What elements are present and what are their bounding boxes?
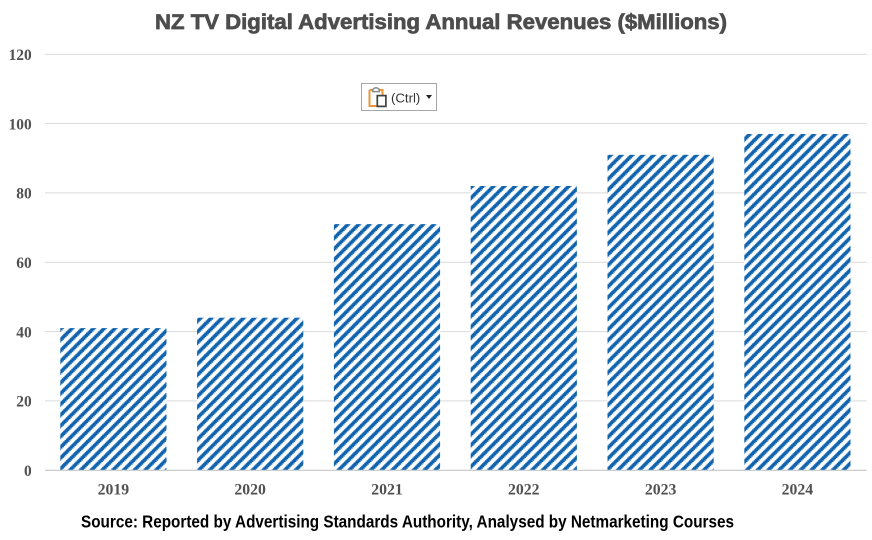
svg-text:40: 40 [16,324,32,341]
svg-text:80: 80 [16,186,32,203]
svg-text:20: 20 [16,394,32,411]
svg-text:Source: Reported by Advertisin: Source: Reported by Advertising Standard… [81,512,734,532]
svg-text:2024: 2024 [782,481,814,498]
svg-text:2019: 2019 [98,481,130,498]
svg-text:2021: 2021 [371,481,403,498]
svg-text:2020: 2020 [234,481,266,498]
svg-text:2022: 2022 [508,481,540,498]
svg-text:2023: 2023 [645,481,677,498]
svg-text:NZ TV Digital Advertising Annu: NZ TV Digital Advertising Annual Revenue… [155,11,727,34]
svg-text:0: 0 [24,463,32,480]
svg-text:120: 120 [9,47,32,64]
svg-text:100: 100 [9,116,32,133]
svg-text:60: 60 [16,255,32,272]
